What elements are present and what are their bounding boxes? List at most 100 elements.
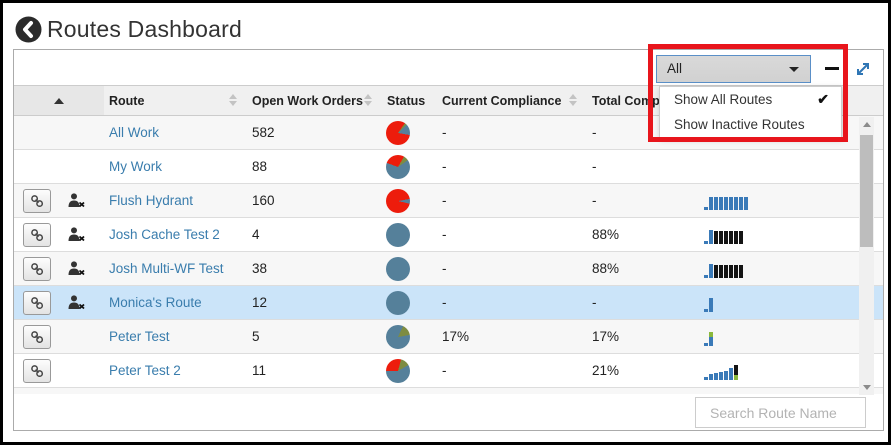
status-pie-chart xyxy=(386,256,410,281)
status-cell xyxy=(384,184,439,217)
arrow-up-icon xyxy=(862,122,871,127)
table-row[interactable]: Peter Test 2 11 - 21% xyxy=(14,354,883,388)
route-name-cell: All Work xyxy=(104,116,249,149)
table-row[interactable]: Josh Multi-WF Test 38 - 88% xyxy=(14,252,883,286)
chain-link-icon xyxy=(31,364,44,377)
route-link[interactable]: Josh Multi-WF Test xyxy=(109,261,224,276)
row-actions-cell xyxy=(14,252,104,285)
route-name-cell: Monica's Route xyxy=(104,286,249,319)
sort-icon[interactable] xyxy=(364,94,372,106)
row-actions-cell xyxy=(14,320,104,353)
link-route-button[interactable] xyxy=(23,188,51,213)
total-compliance-cell: 88% xyxy=(592,227,620,242)
menu-item[interactable]: Show Inactive Routes xyxy=(674,117,805,132)
compliance-history-cell xyxy=(704,218,824,251)
column-header-status[interactable]: Status xyxy=(384,86,439,115)
column-label-current-compliance: Current Compliance xyxy=(442,93,562,108)
row-actions-cell xyxy=(14,218,104,251)
route-name-cell: My Work xyxy=(104,150,249,183)
open-work-orders-cell: 160 xyxy=(252,193,275,208)
route-name-cell: Flush Hydrant xyxy=(104,184,249,217)
sparkline-bar-chart xyxy=(704,294,713,312)
column-header-expand[interactable] xyxy=(14,86,104,115)
column-header-open-work-orders[interactable]: Open Work Orders xyxy=(249,86,384,115)
route-link[interactable]: Monica's Route xyxy=(109,295,202,310)
minimize-button[interactable] xyxy=(819,56,845,81)
current-compliance-cell: - xyxy=(442,159,447,174)
compliance-history-cell xyxy=(704,150,824,183)
row-actions-cell xyxy=(14,150,104,183)
open-work-orders-cell: 4 xyxy=(252,227,260,242)
link-route-button[interactable] xyxy=(23,290,51,315)
current-compliance-cell: - xyxy=(442,363,447,378)
expand-button[interactable] xyxy=(850,56,876,81)
sparkline-bar-chart xyxy=(704,260,743,278)
link-route-button[interactable] xyxy=(23,324,51,349)
row-actions-cell xyxy=(14,184,104,217)
status-pie-chart xyxy=(386,154,410,179)
back-icon[interactable] xyxy=(15,16,42,43)
route-link[interactable]: Flush Hydrant xyxy=(109,193,194,208)
chain-link-icon xyxy=(31,296,44,309)
route-link[interactable]: Peter Test xyxy=(109,329,170,344)
status-cell xyxy=(384,116,439,149)
sort-icon[interactable] xyxy=(229,94,237,106)
current-compliance-cell: - xyxy=(442,227,447,242)
table-row[interactable]: Peter Test 5 17% 17% xyxy=(14,320,883,354)
current-compliance-cell: - xyxy=(442,125,447,140)
column-label-status: Status xyxy=(387,93,426,108)
status-cell xyxy=(384,320,439,353)
column-header-route[interactable]: Route xyxy=(104,86,249,115)
sparkline-bar-chart xyxy=(704,362,738,380)
scrollbar-thumb[interactable] xyxy=(860,135,873,247)
open-work-orders-cell: 582 xyxy=(252,125,275,140)
current-compliance-cell: - xyxy=(442,261,447,276)
route-name-cell: Josh Multi-WF Test xyxy=(104,252,249,285)
status-cell xyxy=(384,286,439,319)
arrow-down-icon xyxy=(862,385,871,390)
unassign-user-icon[interactable] xyxy=(68,193,85,208)
compliance-history-cell xyxy=(704,354,824,387)
menu-item[interactable]: Show All Routes ✔ xyxy=(660,87,841,112)
table-row[interactable]: My Work 88 - - xyxy=(14,150,883,184)
status-pie-chart xyxy=(386,222,410,247)
filter-dropdown-menu: Show All Routes ✔ Show Inactive Routes xyxy=(659,86,842,138)
unassign-user-icon[interactable] xyxy=(68,295,85,310)
table-row[interactable]: Monica's Route 12 - - xyxy=(14,286,883,320)
total-compliance-cell: 21% xyxy=(592,363,620,378)
chain-link-icon xyxy=(31,194,44,207)
vertical-scrollbar[interactable] xyxy=(859,117,874,395)
route-link[interactable]: My Work xyxy=(109,159,162,174)
status-pie-chart xyxy=(386,188,410,213)
search-input[interactable] xyxy=(695,397,866,428)
route-link[interactable]: Peter Test 2 xyxy=(109,363,181,378)
column-header-current-compliance[interactable]: Current Compliance xyxy=(439,86,589,115)
titlebar: Routes Dashboard xyxy=(15,16,242,43)
panel-footer xyxy=(14,394,883,430)
link-route-button[interactable] xyxy=(23,222,51,247)
chevron-down-icon xyxy=(789,67,799,72)
unassign-user-icon[interactable] xyxy=(68,227,85,242)
sort-icon[interactable] xyxy=(569,94,577,106)
table-body: All Work 582 - - xyxy=(14,116,883,394)
scroll-down-button[interactable] xyxy=(859,380,874,395)
table-row[interactable]: Flush Hydrant 160 - - xyxy=(14,184,883,218)
status-cell xyxy=(384,252,439,285)
table-row-partial xyxy=(14,388,883,394)
route-link[interactable]: All Work xyxy=(109,125,160,140)
route-filter-select[interactable]: All xyxy=(656,55,811,83)
column-label-route: Route xyxy=(109,93,145,108)
table-row[interactable]: Josh Cache Test 2 4 - 88% xyxy=(14,218,883,252)
status-pie-chart xyxy=(386,120,410,145)
link-route-button[interactable] xyxy=(23,256,51,281)
link-route-button[interactable] xyxy=(23,358,51,383)
open-work-orders-cell: 11 xyxy=(252,363,267,378)
route-link[interactable]: Josh Cache Test 2 xyxy=(109,227,220,242)
route-name-cell: Josh Cache Test 2 xyxy=(104,218,249,251)
unassign-user-icon[interactable] xyxy=(68,261,85,276)
open-work-orders-cell: 38 xyxy=(252,261,268,276)
status-cell xyxy=(384,218,439,251)
scroll-up-button[interactable] xyxy=(859,117,874,132)
sparkline-bar-chart xyxy=(704,192,748,210)
